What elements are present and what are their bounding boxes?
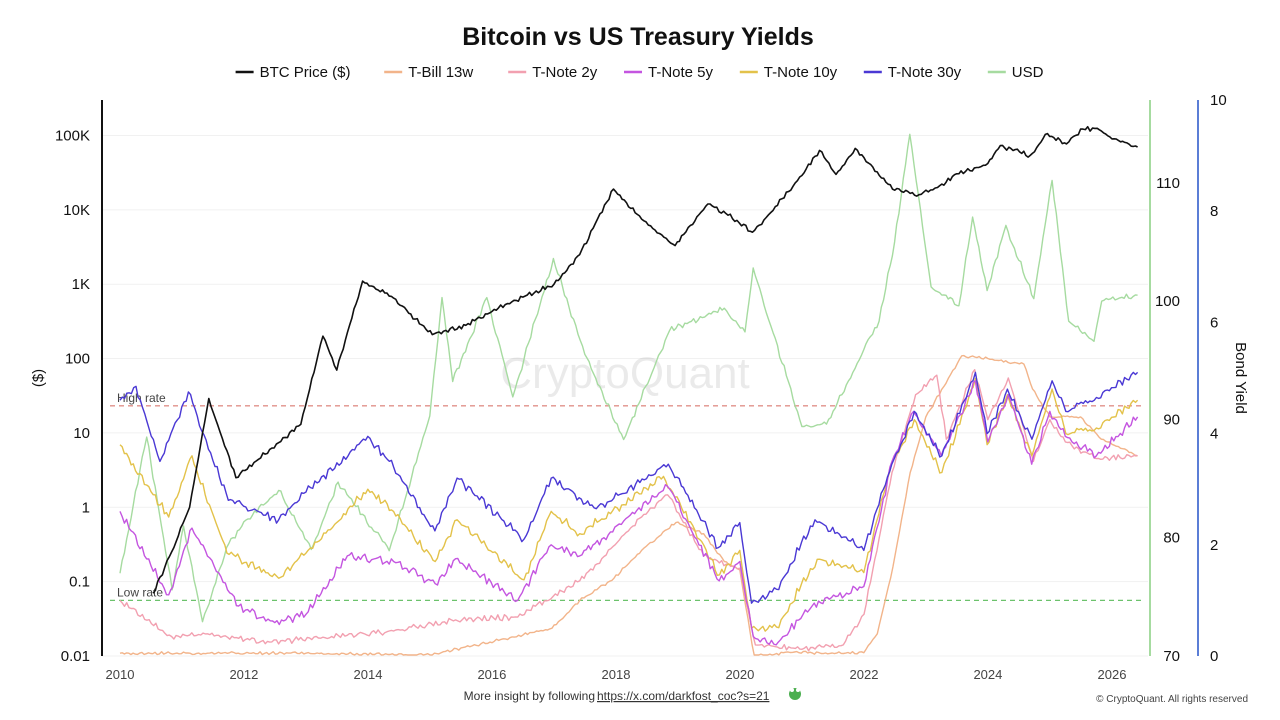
footer-insight-text: More insight by following xyxy=(464,689,595,703)
x-tick-label: 2016 xyxy=(477,667,506,682)
usd-tick-label: 100 xyxy=(1155,293,1180,310)
reference-lines: High rate Low rate xyxy=(110,391,1144,602)
legend-label: T-Note 30y xyxy=(888,64,962,81)
yield-tick-label: 4 xyxy=(1210,426,1218,443)
x-tick-label: 2026 xyxy=(1098,667,1127,682)
x-tick-label: 2018 xyxy=(602,667,631,682)
usd-tick-label: 90 xyxy=(1163,411,1180,428)
series-line xyxy=(119,371,1139,604)
copyright-text: © CryptoQuant. All rights reserved xyxy=(1096,694,1248,705)
x-tick-label: 2022 xyxy=(850,667,879,682)
usd-axis-ticks: 70 80 90 100 110 xyxy=(1155,175,1180,665)
legend-label: USD xyxy=(1012,64,1044,81)
yield-tick-label: 10 xyxy=(1210,92,1227,109)
legend-label: T-Bill 13w xyxy=(408,64,473,81)
y-tick-label: 10K xyxy=(63,202,90,219)
series-line xyxy=(119,377,1139,632)
series-line xyxy=(152,125,1138,594)
yield-tick-label: 6 xyxy=(1210,314,1218,331)
usd-tick-label: 70 xyxy=(1163,648,1180,665)
right-axis-title: Bond Yield xyxy=(1232,342,1249,414)
chart-title: Bitcoin vs US Treasury Yields xyxy=(462,23,814,51)
legend-item[interactable]: USD xyxy=(987,64,1044,81)
x-tick-label: 2014 xyxy=(354,667,383,682)
y-tick-label: 1K xyxy=(72,276,90,293)
usd-tick-label: 110 xyxy=(1156,175,1180,192)
x-tick-label: 2010 xyxy=(106,667,135,682)
y-tick-label: 100 xyxy=(65,351,90,368)
footer-insight-link[interactable]: https://x.com/darkfost_coc?s=21 xyxy=(597,689,770,703)
x-tick-label: 2012 xyxy=(229,667,258,682)
yield-tick-label: 2 xyxy=(1210,537,1218,554)
y-tick-label: 10 xyxy=(73,425,90,442)
legend-item[interactable]: T-Note 2y xyxy=(508,64,598,81)
legend-label: T-Note 5y xyxy=(648,64,714,81)
series-line xyxy=(119,133,1138,623)
legend-label: T-Note 10y xyxy=(764,64,838,81)
legend-item[interactable]: T-Note 5y xyxy=(624,64,714,81)
watermark: CryptoQuant xyxy=(500,349,749,398)
legend-label: BTC Price ($) xyxy=(260,64,351,81)
grid xyxy=(102,134,1148,657)
legend-item[interactable]: T-Note 30y xyxy=(863,64,962,81)
y-tick-label: 100K xyxy=(55,127,90,144)
left-axis-title: ($) xyxy=(30,369,47,387)
y-tick-label: 1 xyxy=(82,499,90,516)
x-tick-label: 2024 xyxy=(973,667,1002,682)
series-lines xyxy=(119,125,1139,656)
frog-icon xyxy=(789,688,801,700)
reference-line-label: Low rate xyxy=(117,585,163,599)
yield-axis-ticks: 0 2 4 6 8 10 xyxy=(1210,92,1227,665)
yield-tick-label: 8 xyxy=(1210,203,1218,220)
series-line xyxy=(119,354,1138,656)
legend-item[interactable]: BTC Price ($) xyxy=(235,64,351,81)
series-line xyxy=(119,380,1139,646)
series-line xyxy=(119,369,1138,652)
legend-item[interactable]: T-Note 10y xyxy=(739,64,838,81)
left-axis-ticks: 0.01 0.1 1 10 100 1K 10K 100K xyxy=(55,127,90,665)
reference-line-label: High rate xyxy=(117,391,166,405)
y-tick-label: 0.1 xyxy=(69,574,90,591)
usd-tick-label: 80 xyxy=(1163,530,1180,547)
legend: BTC Price ($) T-Bill 13w T-Note 2y T-Note 5… xyxy=(235,64,1044,81)
legend-item[interactable]: T-Bill 13w xyxy=(384,64,473,81)
y-tick-label: 0.01 xyxy=(61,648,90,665)
x-tick-label: 2020 xyxy=(725,667,754,682)
yield-tick-label: 0 xyxy=(1210,648,1218,665)
legend-label: T-Note 2y xyxy=(532,64,598,81)
x-axis-ticks: 2010 2012 2014 2016 2018 2020 2022 2024 2026 xyxy=(106,667,1127,682)
